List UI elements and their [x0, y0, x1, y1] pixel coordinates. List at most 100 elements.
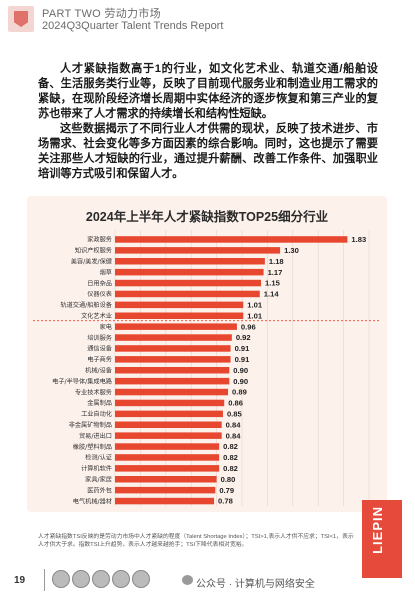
category-label: 检测/认证: [85, 454, 112, 462]
body-text: 人才紧缺指数高于1的行业，如文化艺术业、轨道交通/船舶设备、生活服务类行业等，反…: [38, 62, 378, 182]
bar: [115, 236, 348, 243]
bar: [115, 334, 232, 341]
bar: [115, 268, 264, 276]
value-label: 0.79: [219, 486, 234, 495]
report-logo-icon: [8, 6, 34, 32]
category-label: 烟草: [100, 268, 112, 276]
brand-name: LIEPIN: [370, 506, 385, 554]
bar: [115, 465, 220, 472]
value-label: 0.91: [235, 344, 251, 353]
value-label: 0.86: [228, 399, 243, 408]
thumbnail-icon: [52, 570, 70, 588]
category-label: 仪器仪表: [87, 290, 112, 298]
category-label: 通信设备: [87, 345, 113, 353]
bar: [115, 290, 260, 298]
value-label: 1.30: [284, 246, 299, 255]
value-label: 1.18: [269, 257, 284, 266]
value-label: 0.96: [241, 322, 256, 331]
bar-chart: 0.00 0.20 0.40 0.60 0.80 1.00 1.20 1.40 1.60 1.80…: [33, 230, 381, 513]
value-label: 0.78: [218, 497, 233, 506]
value-label: 0.82: [223, 453, 238, 462]
value-label: 0.85: [227, 409, 243, 418]
value-label: 0.91: [235, 355, 251, 364]
value-label: 0.90: [233, 366, 248, 375]
chart-title: 2024年上半年人才紧缺指数TOP25细分行业: [85, 210, 329, 224]
value-label: 0.82: [223, 464, 238, 473]
thumbnail-icon: [72, 570, 90, 588]
x-tick-label: 0.40: [158, 512, 173, 513]
category-label: 轨道交通/船舶设备: [60, 301, 112, 309]
paragraph-2: 这些数据揭示了不同行业人才供需的现状，反映了技术进步、市场需求、社会变化等多方面…: [38, 123, 378, 180]
x-tick-label: 1.40: [285, 512, 300, 513]
value-label: 1.83: [351, 235, 366, 244]
page-number: 19: [14, 575, 26, 586]
value-label: 0.84: [226, 431, 242, 440]
footnote: 人才紧缺指数TSI反映的是劳动力市场中人才紧缺的程度（Talent Shorta…: [38, 534, 354, 548]
bar: [115, 258, 265, 265]
category-label: 金属制品: [87, 399, 112, 407]
category-label: 贸易/进出口: [79, 432, 112, 440]
value-label: 0.92: [236, 333, 251, 342]
value-label: 0.80: [221, 475, 236, 484]
x-tick-label: 1.80: [336, 512, 351, 513]
value-label: 1.15: [265, 279, 281, 288]
bar: [115, 388, 229, 396]
category-label: 美容/美发/保健: [71, 257, 112, 265]
bar: [115, 410, 223, 418]
bar: [115, 443, 220, 450]
category-label: 日用杂品: [87, 280, 112, 287]
bar: [115, 356, 231, 363]
bar: [115, 476, 217, 483]
report-title: 2024Q3Quarter Talent Trends Report: [42, 20, 224, 32]
x-tick-label: 0.00: [108, 512, 123, 513]
thumbnail-icon: [132, 570, 150, 588]
bar: [115, 323, 237, 330]
thumbnail-icon: [112, 570, 130, 588]
category-label: 专业技术服务: [75, 388, 112, 396]
x-tick-label: 1.60: [311, 512, 326, 513]
category-label: 工业自动化: [81, 410, 112, 418]
bar: [115, 432, 222, 439]
category-label: 医药外包: [87, 486, 112, 494]
section-title: PART TWO 劳动力市场: [42, 8, 161, 20]
category-label: 家具/家居: [85, 475, 112, 483]
bar: [115, 486, 216, 494]
value-label: 1.01: [247, 311, 263, 320]
bar: [115, 279, 262, 287]
category-label: 电气机械/器材: [73, 497, 112, 505]
bar: [115, 247, 281, 254]
category-label: 家电: [100, 323, 112, 331]
bar: [115, 377, 230, 385]
bar: [115, 399, 225, 407]
value-label: 1.17: [268, 268, 283, 277]
category-label: 橡胶/塑料制品: [73, 443, 112, 451]
x-tick-label: 1.20: [260, 512, 275, 513]
category-label: 机械/设备: [85, 366, 113, 374]
bar: [115, 454, 220, 461]
bar: [115, 345, 231, 352]
bar: [115, 421, 222, 428]
value-label: 0.82: [223, 442, 238, 451]
chart-card: 2024年上半年人才紧缺指数TOP25细分行业 0.00 0.20 0.40 0.60…: [27, 196, 387, 512]
bar: [115, 301, 244, 309]
watermark: 公众号 · 计算机与网络安全: [196, 579, 315, 590]
category-label: 计算机软件: [81, 465, 112, 473]
paragraph-1: 人才紧缺指数高于1的行业，如文化艺术业、轨道交通/船舶设备、生活服务类行业等，反…: [38, 63, 378, 120]
category-label: 家政服务: [87, 236, 112, 244]
value-label: 1.14: [264, 290, 280, 299]
x-tick-label: 1.00: [235, 512, 250, 513]
x-tick-label: 0.80: [209, 512, 224, 513]
category-label: 培训服务: [87, 334, 112, 342]
category-label: 非金属矿物制品: [69, 421, 112, 429]
bar: [115, 312, 244, 319]
bar: [115, 367, 230, 374]
brand-tab: LIEPIN: [362, 500, 402, 578]
page-header: PART TWO 劳动力市场 2024Q3Quarter Talent Tren…: [0, 0, 415, 52]
x-tick-label: 0.20: [133, 512, 148, 513]
wechat-icon: [182, 575, 193, 585]
value-label: 0.84: [226, 420, 242, 429]
x-tick-label: 0.60: [184, 512, 199, 513]
value-label: 0.89: [232, 388, 247, 397]
category-label: 电子商务: [87, 356, 112, 364]
footer-divider: [44, 569, 45, 591]
